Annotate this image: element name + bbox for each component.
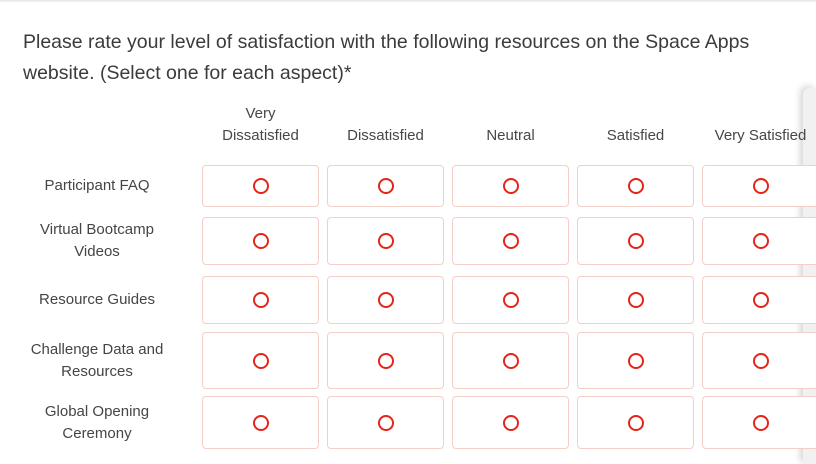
option-cell-participant-faq-very-dissatisfied[interactable] xyxy=(202,165,319,207)
radio-unselected-icon[interactable] xyxy=(502,233,519,249)
option-cell-global-opening-ceremony-neutral[interactable] xyxy=(452,396,569,449)
option-cell-resource-guides-satisfied[interactable] xyxy=(577,276,694,324)
radio-unselected-icon[interactable] xyxy=(377,352,394,369)
column-header-label: Very Satisfied xyxy=(714,127,807,144)
column-header-dissatisfied: Dissatisfied xyxy=(327,98,444,152)
matrix-row-challenge-data-and-resources: Challenge Data and Resources xyxy=(0,332,816,389)
option-cell-virtual-bootcamp-videos-satisfied[interactable] xyxy=(577,217,694,265)
row-label-text: Challenge Data and Resources xyxy=(30,340,164,380)
column-header-very-satisfied: Very Satisfied xyxy=(702,98,816,152)
row-label-resource-guides: Resource Guides xyxy=(0,276,194,324)
radio-unselected-icon[interactable] xyxy=(752,414,769,431)
radio-unselected-icon[interactable] xyxy=(502,292,519,308)
radio-unselected-icon[interactable] xyxy=(377,414,394,431)
row-label-participant-faq: Participant FAQ xyxy=(0,165,194,207)
column-header-satisfied: Satisfied xyxy=(577,98,694,152)
radio-unselected-icon[interactable] xyxy=(502,178,519,194)
radio-unselected-icon[interactable] xyxy=(377,178,394,194)
option-cell-global-opening-ceremony-very-dissatisfied[interactable] xyxy=(202,396,319,449)
matrix-row-virtual-bootcamp-videos: Virtual Bootcamp Videos xyxy=(0,217,816,265)
option-cell-virtual-bootcamp-videos-very-satisfied[interactable] xyxy=(702,217,816,265)
radio-unselected-icon[interactable] xyxy=(252,178,269,194)
column-header-label: Satisfied xyxy=(606,127,665,144)
option-cell-resource-guides-neutral[interactable] xyxy=(452,276,569,324)
option-cell-participant-faq-satisfied[interactable] xyxy=(577,165,694,207)
radio-unselected-icon[interactable] xyxy=(252,414,269,431)
radio-unselected-icon[interactable] xyxy=(627,414,644,431)
column-header-label: Neutral xyxy=(486,127,535,144)
radio-unselected-icon[interactable] xyxy=(752,178,769,194)
matrix-header-row: Very Dissatisfied Dissatisfied Neutral Sati… xyxy=(0,98,816,152)
option-cell-resource-guides-very-satisfied[interactable] xyxy=(702,276,816,324)
column-header-label: Dissatisfied xyxy=(347,127,424,144)
row-label-challenge-data-and-resources: Challenge Data and Resources xyxy=(0,332,194,389)
row-label-global-opening-ceremony: Global Opening Ceremony xyxy=(0,396,194,449)
option-cell-participant-faq-dissatisfied[interactable] xyxy=(327,165,444,207)
question-text: Please rate your level of satisfaction w… xyxy=(23,31,750,84)
option-cell-challenge-data-and-resources-very-dissatisfied[interactable] xyxy=(202,332,319,389)
matrix-rows: Participant FAQ Virtual Bootcamp Videos Re… xyxy=(0,165,816,449)
radio-unselected-icon[interactable] xyxy=(252,292,269,308)
row-label-virtual-bootcamp-videos: Virtual Bootcamp Videos xyxy=(0,217,194,265)
radio-unselected-icon[interactable] xyxy=(627,178,644,194)
satisfaction-matrix: Very Dissatisfied Dissatisfied Neutral Sati… xyxy=(0,98,816,449)
row-label-text: Virtual Bootcamp Videos xyxy=(40,221,154,260)
option-cell-challenge-data-and-resources-very-satisfied[interactable] xyxy=(702,332,816,389)
option-cell-challenge-data-and-resources-dissatisfied[interactable] xyxy=(327,332,444,389)
radio-unselected-icon[interactable] xyxy=(252,233,269,249)
column-header-label: Very Dissatisfied xyxy=(222,105,299,144)
option-cell-global-opening-ceremony-dissatisfied[interactable] xyxy=(327,396,444,449)
radio-unselected-icon[interactable] xyxy=(377,233,394,249)
row-label-text: Resource Guides xyxy=(39,291,155,308)
matrix-header-spacer xyxy=(0,98,194,152)
option-cell-global-opening-ceremony-very-satisfied[interactable] xyxy=(702,396,816,449)
option-cell-challenge-data-and-resources-neutral[interactable] xyxy=(452,332,569,389)
radio-unselected-icon[interactable] xyxy=(377,292,394,308)
radio-unselected-icon[interactable] xyxy=(502,414,519,431)
radio-unselected-icon[interactable] xyxy=(627,352,644,369)
option-cell-global-opening-ceremony-satisfied[interactable] xyxy=(577,396,694,449)
option-cell-virtual-bootcamp-videos-neutral[interactable] xyxy=(452,217,569,265)
matrix-row-participant-faq: Participant FAQ xyxy=(0,165,816,207)
top-divider xyxy=(0,0,816,2)
radio-unselected-icon[interactable] xyxy=(752,233,769,249)
row-label-text: Participant FAQ xyxy=(44,177,150,194)
option-cell-participant-faq-very-satisfied[interactable] xyxy=(702,165,816,207)
radio-unselected-icon[interactable] xyxy=(627,233,644,249)
option-cell-participant-faq-neutral[interactable] xyxy=(452,165,569,207)
option-cell-virtual-bootcamp-videos-very-dissatisfied[interactable] xyxy=(202,217,319,265)
matrix-row-resource-guides: Resource Guides xyxy=(0,276,816,324)
option-cell-resource-guides-very-dissatisfied[interactable] xyxy=(202,276,319,324)
radio-unselected-icon[interactable] xyxy=(502,352,519,369)
radio-unselected-icon[interactable] xyxy=(252,352,269,369)
option-cell-virtual-bootcamp-videos-dissatisfied[interactable] xyxy=(327,217,444,265)
column-header-neutral: Neutral xyxy=(452,98,569,152)
radio-unselected-icon[interactable] xyxy=(627,292,644,308)
option-cell-resource-guides-dissatisfied[interactable] xyxy=(327,276,444,324)
radio-unselected-icon[interactable] xyxy=(752,292,769,308)
row-label-text: Global Opening Ceremony xyxy=(44,402,150,442)
radio-unselected-icon[interactable] xyxy=(752,352,769,369)
option-cell-challenge-data-and-resources-satisfied[interactable] xyxy=(577,332,694,389)
matrix-row-global-opening-ceremony: Global Opening Ceremony xyxy=(0,396,816,449)
column-header-very-dissatisfied: Very Dissatisfied xyxy=(202,98,319,152)
